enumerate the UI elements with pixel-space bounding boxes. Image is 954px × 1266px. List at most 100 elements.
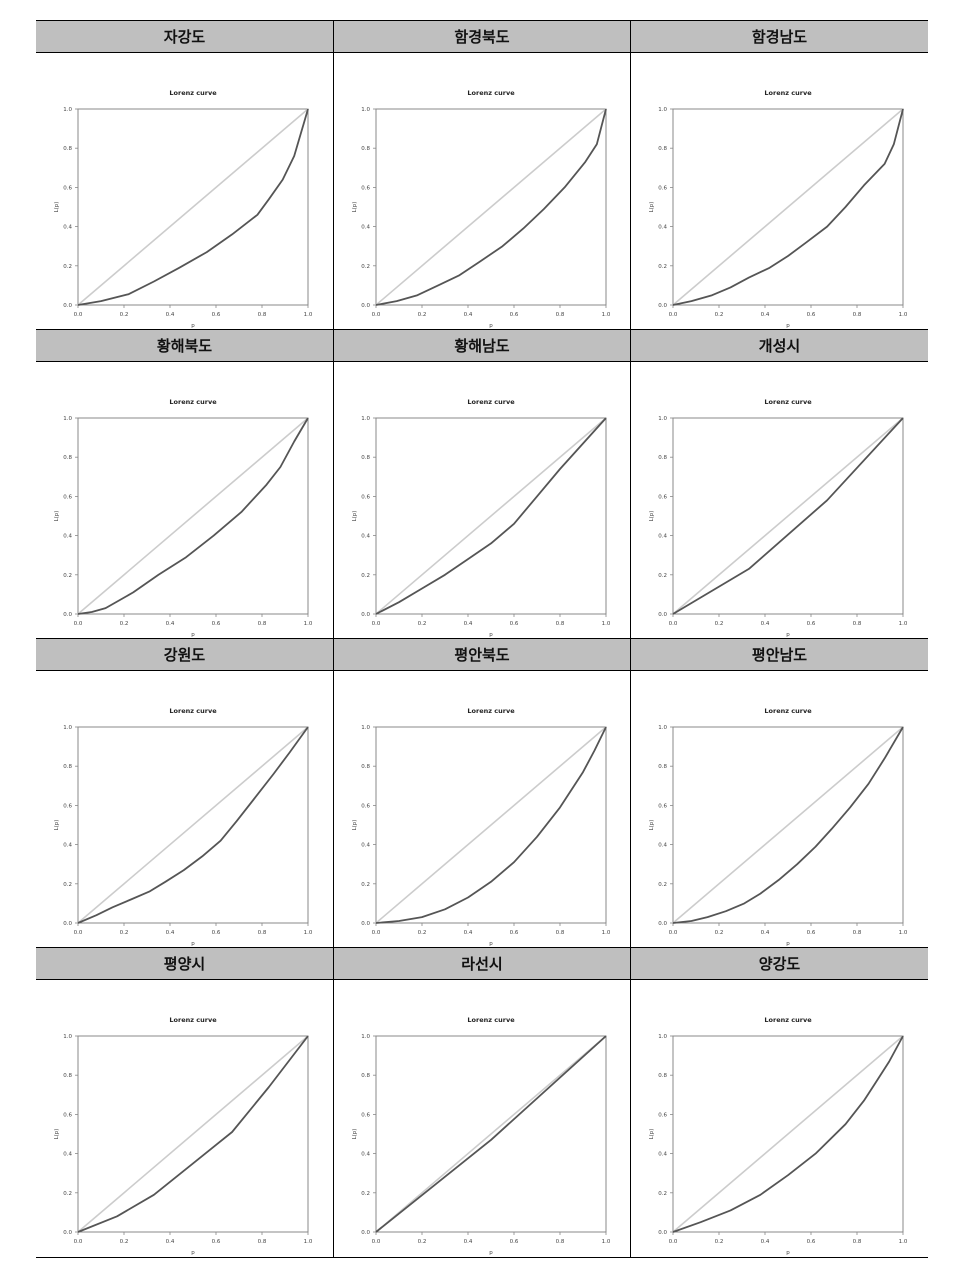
region-header: 평안북도	[334, 639, 630, 671]
x-tick-label: 0.0	[74, 1239, 83, 1245]
x-tick-label: 0.8	[556, 621, 565, 627]
lorenz-chart: Lorenz curve 0.0 0.2 0.4 0.6 0.8 1.0 0.0 0.2 0.4 0…	[649, 1016, 908, 1256]
x-tick-label: 0.0	[372, 1239, 381, 1245]
chart-title: Lorenz curve	[467, 1016, 515, 1024]
region-panel: 평양시 Lorenz curve 0.0 0.2 0.4 0.6 0.8 1.0 0.0 0.2 0…	[36, 948, 334, 1257]
equality-line	[672, 417, 904, 615]
x-tick-label: 0.4	[761, 930, 770, 936]
x-axis-label: p	[489, 941, 493, 947]
y-tick-label: 0.6	[63, 1112, 72, 1118]
region-header: 개성시	[631, 330, 928, 362]
plot-frame	[375, 108, 607, 306]
y-tick-label: 0.0	[361, 303, 370, 309]
chart-title: Lorenz curve	[467, 398, 515, 406]
y-tick-label: 0.6	[658, 185, 667, 191]
x-tick-label: 0.8	[258, 930, 267, 936]
y-tick-label: 0.2	[361, 573, 370, 579]
lorenz-curve-line	[672, 1035, 904, 1233]
y-tick-label: 0.4	[658, 843, 667, 849]
lorenz-chart: Lorenz curve 0.0 0.2 0.4 0.6 0.8 1.0 0.0 0.2 0.4 0…	[54, 89, 313, 329]
lorenz-chart: Lorenz curve 0.0 0.2 0.4 0.6 0.8 1.0 0.0 0.2 0.4 0…	[54, 1016, 313, 1256]
plot-frame	[375, 417, 607, 615]
x-tick-label: 0.2	[715, 621, 724, 627]
y-tick-label: 0.4	[658, 534, 667, 540]
x-tick-label: 1.0	[304, 621, 313, 627]
y-tick-label: 1.0	[658, 1034, 667, 1040]
x-axis-label: p	[786, 323, 790, 329]
lorenz-chart: Lorenz curve 0.0 0.2 0.4 0.6 0.8 1.0 0.0 0.2 0.4 0…	[352, 707, 611, 947]
y-tick-label: 0.8	[361, 764, 370, 770]
equality-line	[375, 108, 607, 306]
lorenz-curve-line	[375, 1035, 607, 1233]
x-tick-label: 0.4	[464, 312, 473, 318]
lorenz-chart: Lorenz curve 0.0 0.2 0.4 0.6 0.8 1.0 0.0 0.2 0.4 0…	[54, 707, 313, 947]
plot-frame	[375, 726, 607, 924]
x-axis-label: p	[786, 632, 790, 638]
x-tick-label: 1.0	[899, 312, 908, 318]
lorenz-chart: Lorenz curve 0.0 0.2 0.4 0.6 0.8 1.0 0.0 0.2 0.4 0…	[352, 89, 611, 329]
y-tick-label: 1.0	[63, 416, 72, 422]
lorenz-chart: Lorenz curve 0.0 0.2 0.4 0.6 0.8 1.0 0.0 0.2 0.4 0…	[649, 89, 908, 329]
x-axis-label: p	[191, 632, 195, 638]
x-tick-label: 1.0	[602, 930, 611, 936]
x-tick-label: 0.6	[212, 1239, 221, 1245]
y-tick-label: 1.0	[63, 1034, 72, 1040]
y-axis-label: L(p)	[352, 202, 358, 213]
x-tick-label: 0.8	[853, 1239, 862, 1245]
chart-title: Lorenz curve	[467, 89, 515, 97]
region-panel: 양강도 Lorenz curve 0.0 0.2 0.4 0.6 0.8 1.0 0.0 0.2 0…	[631, 948, 928, 1257]
x-tick-label: 0.6	[212, 930, 221, 936]
x-tick-label: 1.0	[899, 621, 908, 627]
lorenz-curve-line	[672, 726, 904, 924]
y-tick-label: 0.2	[658, 882, 667, 888]
x-tick-label: 0.2	[120, 312, 129, 318]
lorenz-chart: Lorenz curve 0.0 0.2 0.4 0.6 0.8 1.0 0.0 0.2 0.4 0…	[54, 398, 313, 638]
plot-frame	[375, 1035, 607, 1233]
x-tick-label: 0.8	[556, 930, 565, 936]
region-header: 황해남도	[334, 330, 630, 362]
x-tick-label: 0.8	[556, 312, 565, 318]
y-tick-label: 0.2	[63, 573, 72, 579]
x-tick-label: 0.0	[74, 621, 83, 627]
y-axis-label: L(p)	[649, 202, 655, 213]
y-tick-label: 0.6	[63, 185, 72, 191]
plot-frame	[672, 1035, 904, 1233]
x-tick-label: 0.6	[807, 1239, 816, 1245]
x-tick-label: 1.0	[304, 1239, 313, 1245]
x-tick-label: 1.0	[602, 621, 611, 627]
x-tick-label: 0.8	[853, 312, 862, 318]
y-tick-label: 0.4	[361, 534, 370, 540]
region-header: 함경남도	[631, 21, 928, 53]
y-tick-label: 0.6	[361, 1112, 370, 1118]
region-header: 평안남도	[631, 639, 928, 671]
y-tick-label: 0.6	[361, 185, 370, 191]
x-tick-label: 0.6	[212, 312, 221, 318]
x-tick-label: 0.2	[120, 1239, 129, 1245]
x-tick-label: 1.0	[304, 930, 313, 936]
y-axis-label: L(p)	[649, 1129, 655, 1140]
y-tick-label: 0.0	[658, 612, 667, 618]
y-tick-label: 0.8	[361, 146, 370, 152]
y-tick-label: 0.4	[63, 225, 72, 231]
x-axis-label: p	[489, 1250, 493, 1256]
chart-title: Lorenz curve	[467, 707, 515, 715]
x-tick-label: 0.4	[166, 1239, 175, 1245]
y-axis-label: L(p)	[352, 1129, 358, 1140]
x-axis-label: p	[191, 941, 195, 947]
y-tick-label: 0.2	[63, 1191, 72, 1197]
x-tick-label: 0.4	[464, 930, 473, 936]
region-panel: 황해남도 Lorenz curve 0.0 0.2 0.4 0.6 0.8 1.0 0.0 0.2…	[334, 330, 631, 639]
y-tick-label: 0.4	[361, 1152, 370, 1158]
equality-line	[77, 108, 309, 306]
x-tick-label: 0.8	[556, 1239, 565, 1245]
y-tick-label: 0.0	[361, 1230, 370, 1236]
lorenz-curve-grid: 자강도 Lorenz curve 0.0 0.2 0.4 0.6 0.8 1.0 0.0 0.2 0…	[36, 20, 928, 1258]
x-tick-label: 0.0	[372, 930, 381, 936]
equality-line	[77, 726, 309, 924]
region-header: 라선시	[334, 948, 630, 980]
y-tick-label: 0.4	[658, 225, 667, 231]
y-tick-label: 0.2	[361, 264, 370, 270]
lorenz-curve-line	[375, 726, 607, 924]
y-tick-label: 0.8	[361, 1073, 370, 1079]
x-tick-label: 0.2	[418, 312, 427, 318]
